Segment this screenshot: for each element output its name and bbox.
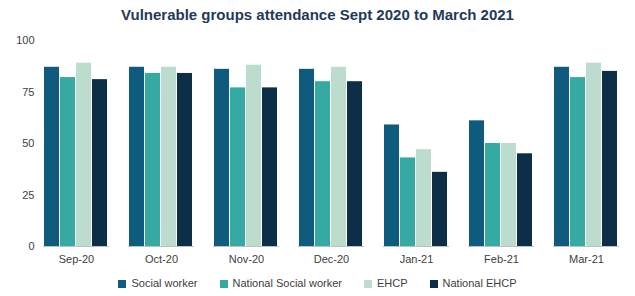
svg-text:Oct-20: Oct-20 — [145, 253, 178, 265]
html-text:EHCP: EHCP — [377, 277, 408, 289]
svg-text:100: 100 — [16, 34, 34, 46]
svg-text:Mar-21: Mar-21 — [569, 253, 604, 265]
svg-text:75: 75 — [22, 86, 34, 98]
svg-text:Feb-21: Feb-21 — [484, 253, 519, 265]
svg-text:50: 50 — [22, 137, 34, 149]
svg-text:Nov-20: Nov-20 — [229, 253, 264, 265]
svg-text:Jan-21: Jan-21 — [400, 253, 434, 265]
svg-text:Sep-20: Sep-20 — [59, 253, 94, 265]
svg-text:Dec-20: Dec-20 — [314, 253, 349, 265]
html-text:National EHCP: National EHCP — [442, 277, 517, 289]
svg-text:25: 25 — [22, 189, 34, 201]
html-text:Social worker: Social worker — [131, 277, 198, 289]
svg-text:0: 0 — [28, 240, 34, 252]
html-text:Vulnerable groups attendance S: Vulnerable groups attendance Sept 2020 t… — [121, 6, 514, 23]
html-text:National Social worker: National Social worker — [232, 277, 342, 289]
